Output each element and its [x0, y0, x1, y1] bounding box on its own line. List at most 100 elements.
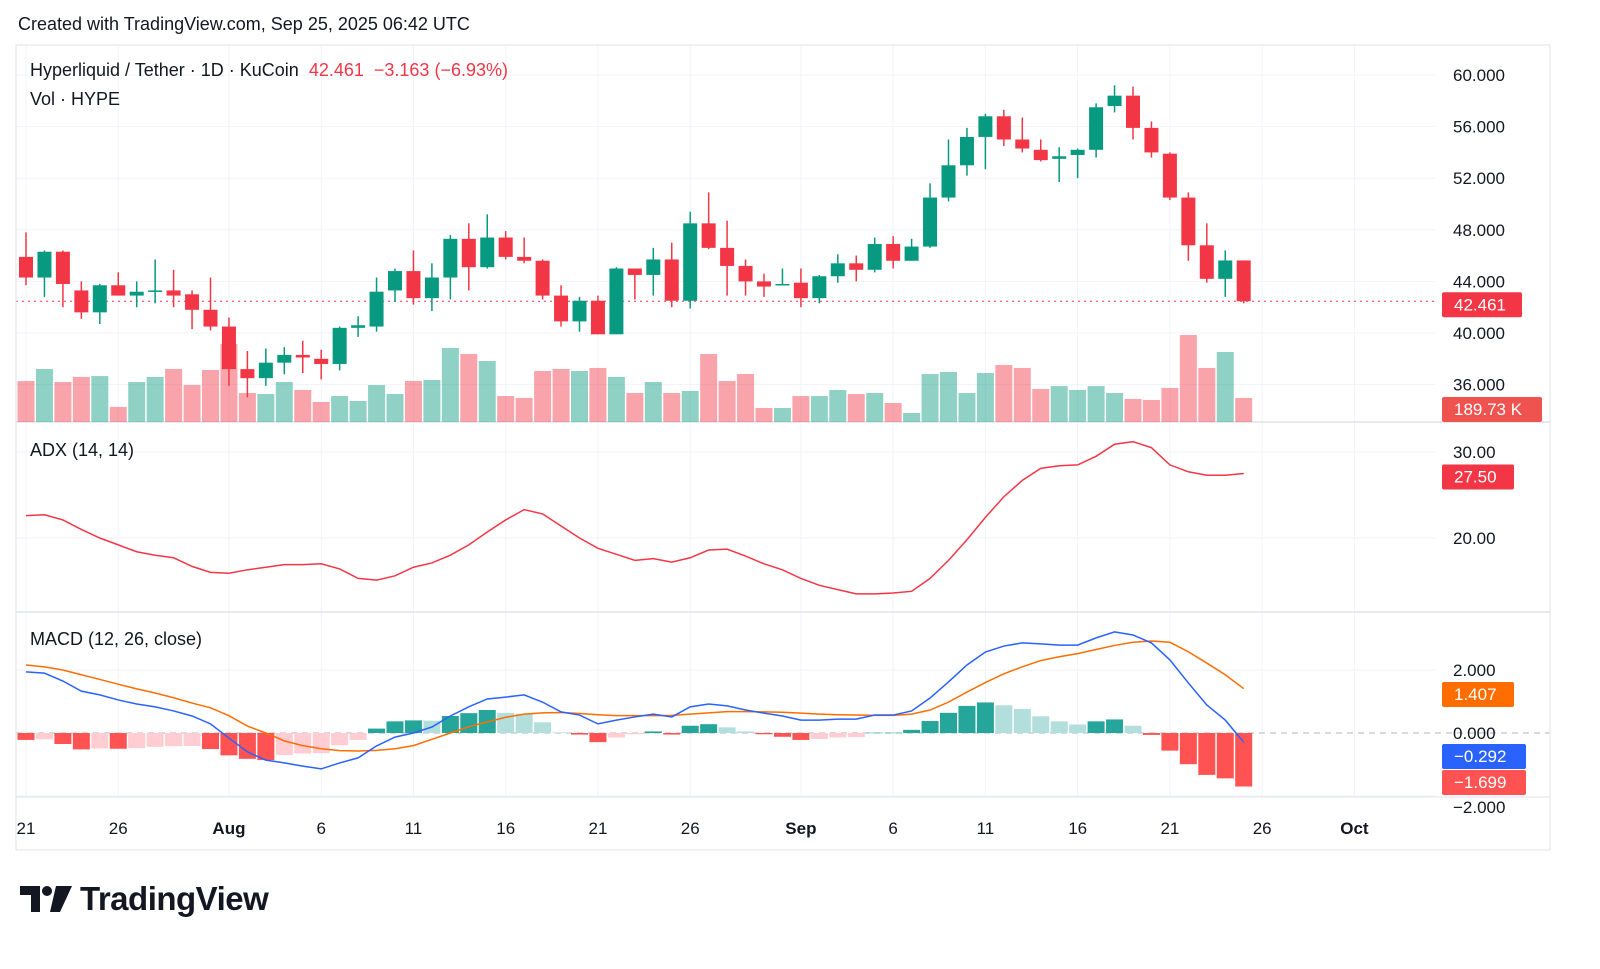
- candle-body: [406, 271, 421, 299]
- volume-bar: [368, 385, 386, 422]
- last-price-badge: 42.461: [1454, 295, 1506, 314]
- macd-histogram-bar: [386, 721, 404, 733]
- macd-histogram-bar: [91, 733, 109, 749]
- candle-body: [92, 285, 107, 313]
- adx-value-badge: 27.50: [1454, 468, 1497, 487]
- macd-histogram-bar: [884, 732, 902, 734]
- tradingview-logo-icon: [20, 886, 72, 912]
- volume-bar: [626, 393, 644, 422]
- time-axis-label: 26: [681, 819, 700, 838]
- tradingview-logo[interactable]: TradingView: [20, 880, 269, 918]
- macd-histogram-bar: [903, 729, 921, 733]
- macd-histogram-bar: [1013, 709, 1031, 733]
- volume-bar: [552, 368, 570, 422]
- macd-histogram-bar: [368, 728, 386, 733]
- candle-body: [369, 291, 384, 327]
- candle-body: [111, 285, 126, 296]
- macd-pane: [17, 631, 1253, 787]
- volume-bar: [1124, 398, 1142, 422]
- symbol-legend[interactable]: Hyperliquid / Tether · 1D · KuCoin 42.46…: [30, 60, 508, 81]
- macd-histogram-bar: [460, 713, 478, 733]
- signal-value-badge-bg: [1442, 682, 1514, 707]
- macd-histogram-bar: [607, 733, 625, 738]
- macd-histogram-bar: [146, 733, 164, 747]
- volume-bar: [349, 400, 367, 422]
- candle-body: [1218, 260, 1233, 279]
- macd-histogram-bar: [663, 733, 681, 735]
- macd-histogram-bar: [534, 722, 552, 733]
- time-axis-label: 21: [17, 819, 36, 838]
- candle-body: [148, 290, 163, 292]
- candle-body: [793, 282, 808, 299]
- volume-bar: [294, 389, 312, 422]
- macd-histogram-bar: [238, 733, 256, 759]
- last-price-badge-bg: [1442, 292, 1522, 318]
- macd-histogram-bar: [810, 733, 828, 739]
- macd-histogram-bar: [552, 732, 570, 733]
- time-axis-label: 21: [588, 819, 607, 838]
- candle-body: [757, 281, 771, 287]
- candle-body: [720, 247, 735, 266]
- candle-body: [129, 291, 144, 296]
- macd-value-badge: −0.292: [1454, 747, 1506, 766]
- volume-bar: [571, 370, 588, 422]
- candle-body: [996, 116, 1011, 140]
- candle-body: [55, 251, 70, 284]
- price-axis-label: 48.000: [1453, 221, 1505, 240]
- macd-histogram-bar: [626, 733, 644, 735]
- macd-histogram-bar: [921, 721, 939, 733]
- candle-body: [1199, 245, 1214, 279]
- macd-histogram-bar: [755, 733, 773, 735]
- macd-histogram-bar: [275, 733, 293, 756]
- candle-body: [19, 256, 33, 278]
- macd-axis-label: −2.000: [1453, 798, 1505, 817]
- macd-histogram-bar: [294, 733, 312, 754]
- volume-bar: [1013, 367, 1031, 422]
- price-axis-label: 36.000: [1453, 376, 1505, 395]
- volume-bar: [810, 396, 828, 422]
- macd-histogram-bar: [1161, 733, 1179, 751]
- adx-legend[interactable]: ADX (14, 14): [30, 440, 135, 460]
- axes: 21 26 Aug 6 11 16 21 26 Sep 6 11 16 21 26 Oct 60.000 56.…: [17, 66, 1506, 838]
- volume-bar: [312, 402, 330, 422]
- volume-bar: [35, 368, 53, 422]
- volume-legend[interactable]: Vol · HYPE: [30, 89, 121, 109]
- time-axis-label: 16: [1068, 819, 1087, 838]
- candle-body: [1144, 127, 1159, 153]
- volume-bar: [589, 367, 607, 422]
- macd-legend[interactable]: MACD (12, 26, close): [30, 629, 203, 649]
- price-axis-label: 60.000: [1453, 66, 1505, 85]
- time-axis-label: 21: [1160, 819, 1179, 838]
- chart-border: [15, 44, 1551, 851]
- volume-bar: [607, 376, 625, 422]
- volume-bar: [903, 413, 921, 422]
- time-axis-label: Sep: [785, 819, 816, 838]
- candle-body: [1126, 95, 1140, 128]
- macd-histogram-bar: [1179, 733, 1197, 765]
- volume-bar: [1161, 387, 1179, 422]
- candle-body: [1089, 107, 1104, 150]
- candle-body: [221, 326, 236, 370]
- candle-body: [627, 268, 642, 275]
- macd-axis-label: 0.000: [1453, 724, 1496, 743]
- candle-body: [424, 277, 439, 299]
- macd-histogram-bar: [773, 733, 791, 737]
- candle-body: [867, 243, 882, 270]
- volume-badge: 189.73 K: [1454, 400, 1523, 419]
- volume-bar: [940, 372, 957, 422]
- volume-bar: [829, 389, 847, 422]
- volume-bar: [958, 393, 976, 422]
- candle-body: [258, 362, 273, 379]
- candle-body: [314, 358, 329, 364]
- macd-axis-label: 2.000: [1453, 661, 1496, 680]
- volume-bar: [1142, 399, 1160, 422]
- candle-body: [1162, 153, 1177, 198]
- price-axis-label: 40.000: [1453, 324, 1505, 343]
- candle-body: [240, 369, 255, 379]
- volume-bar: [847, 394, 865, 422]
- volume-bar: [976, 373, 994, 422]
- macd-histogram-bar: [1050, 721, 1068, 733]
- volume-bar: [275, 382, 293, 422]
- price-axis-label: 44.000: [1453, 272, 1505, 291]
